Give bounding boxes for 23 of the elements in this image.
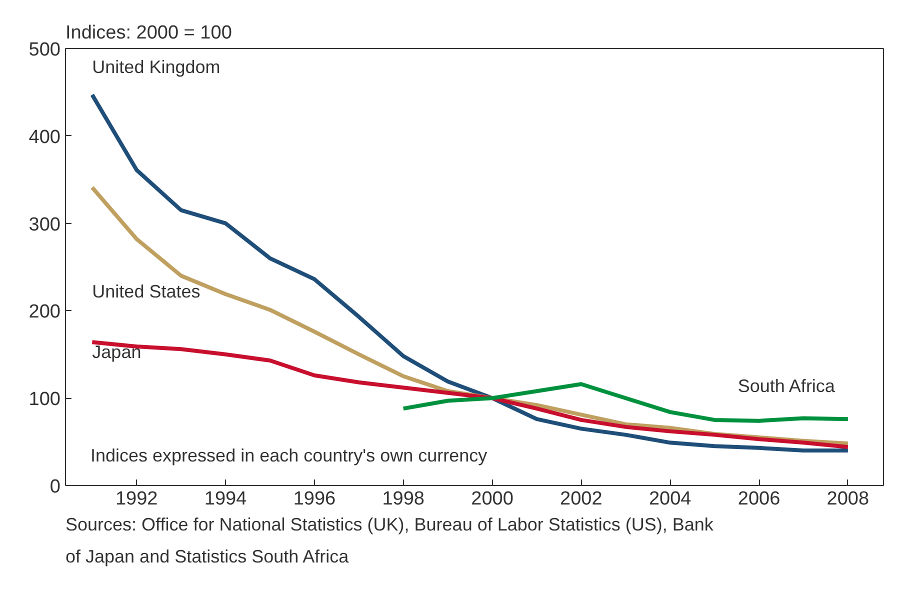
x-tick-label: 2000 [471,488,514,510]
y-tick-label: 500 [28,40,60,60]
x-tick-label: 1996 [293,488,336,510]
y-tick-label: 0 [50,476,61,498]
x-tick-label: 2002 [560,488,602,510]
x-tick-label: 1998 [382,488,425,510]
line-series [90,340,850,450]
y-tick-label: 100 [28,389,60,410]
series-label: South Africa [738,376,836,396]
x-tick-label: 1992 [115,488,158,510]
series-label: Japan [92,342,142,362]
y-axis-title: Indices: 2000 = 100 [66,22,232,44]
x-tick-label: 2004 [648,488,692,510]
series-label: United Kingdom [92,56,220,77]
series-label: United States [92,281,200,302]
y-tick-label: 300 [28,214,60,236]
x-tick-label: 2006 [738,488,780,510]
x-tick-label: 2008 [826,488,870,510]
y-tick-label: 400 [28,126,60,148]
source-note: Sources: Office for National Statistics (UK), Bureau of Labor Statistics (US), Bank of Japan and Statistics South Africa [66,514,714,566]
y-tick-label: 200 [28,302,60,323]
x-tick-label: 1994 [204,488,248,510]
annotation: Indices expressed in each country's own currency [90,446,488,466]
